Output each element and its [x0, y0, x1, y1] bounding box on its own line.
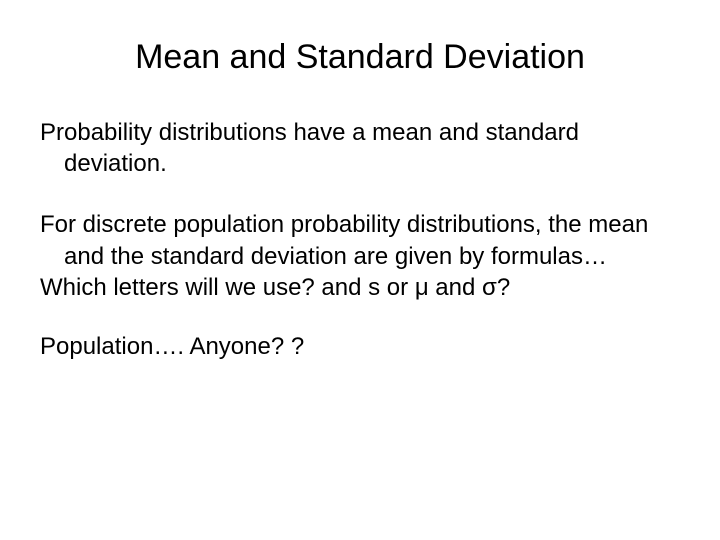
paragraph-letters-question: Which letters will we use? and s or μ an… — [40, 272, 680, 303]
slide-title: Mean and Standard Deviation — [40, 38, 680, 77]
paragraph-population: Population…. Anyone? ? — [40, 331, 680, 362]
paragraph-intro: Probability distributions have a mean an… — [40, 117, 680, 179]
paragraph-discrete: For discrete population probability dist… — [40, 209, 680, 271]
